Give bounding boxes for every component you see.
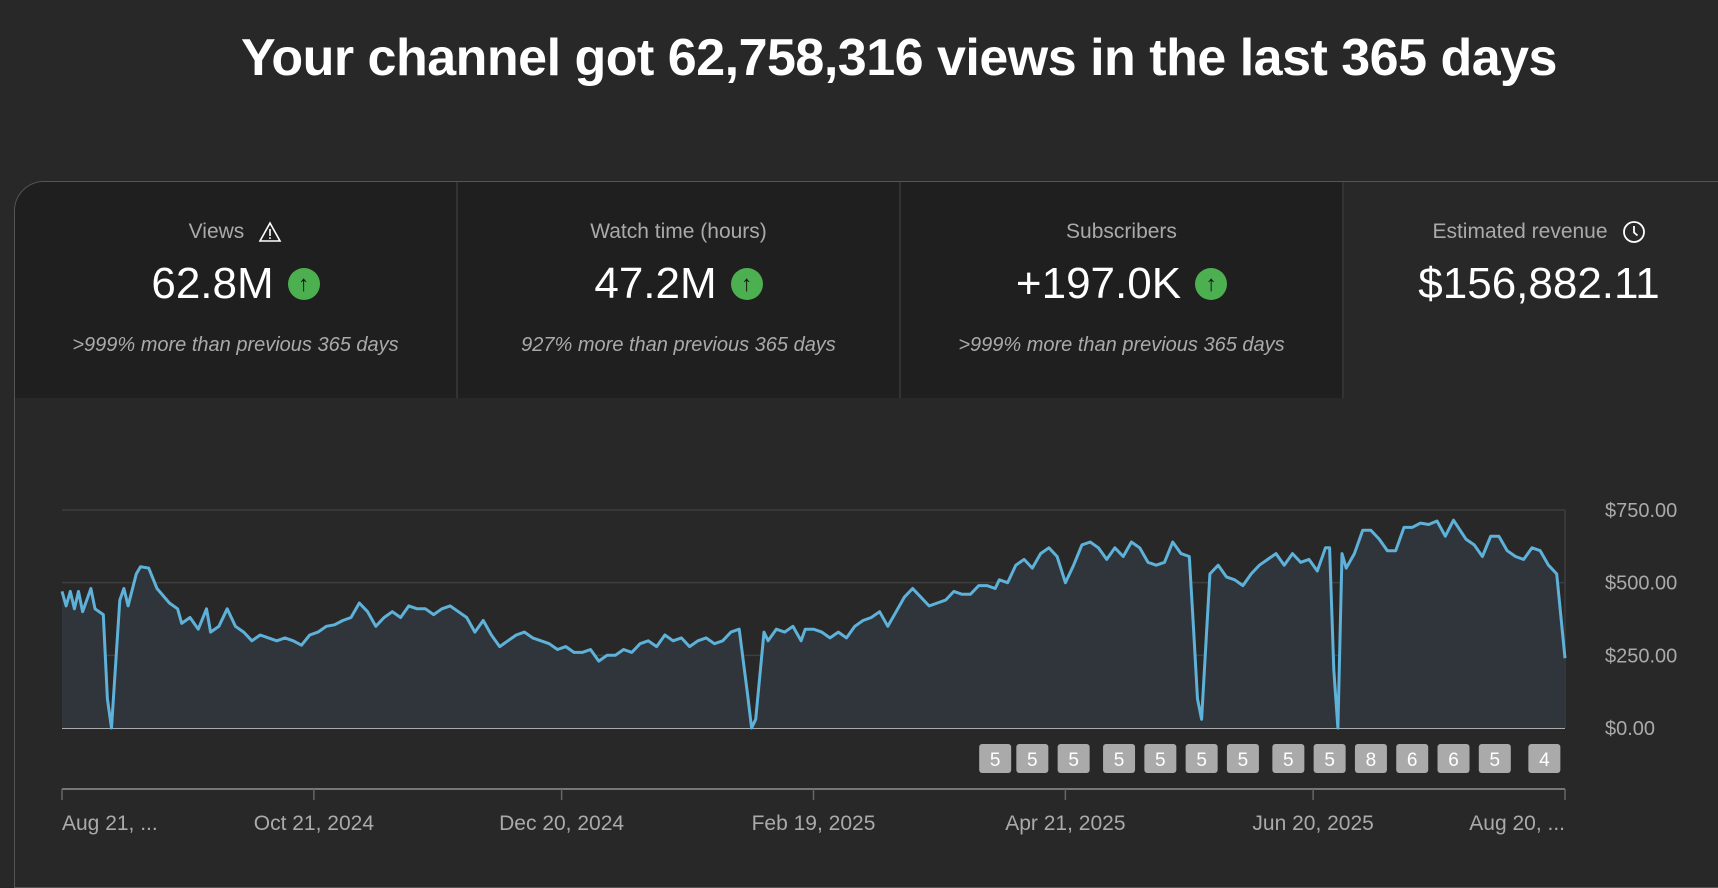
video-marker-badge [1528, 744, 1561, 773]
divider [456, 182, 458, 398]
video-marker-badge [1437, 744, 1470, 773]
video-marker-badge [979, 744, 1012, 773]
arrow-up-icon: ↑ [287, 268, 320, 300]
video-marker-count: 5 [1068, 750, 1079, 771]
metric-label: Views [188, 220, 245, 243]
metric-comparison: 927% more than previous 365 days [521, 334, 836, 356]
x-tick-label: Aug 21, ... [62, 812, 158, 835]
video-marker-count: 4 [1539, 750, 1550, 771]
video-marker-count: 5 [1196, 750, 1207, 771]
revenue-line [60, 518, 1567, 730]
arrow-up-icon: ↑ [1195, 268, 1228, 300]
video-marker-badge [1313, 744, 1346, 773]
video-marker-count: 5 [1324, 750, 1335, 771]
x-tick-label: Dec 20, 2024 [499, 812, 624, 835]
divider [899, 182, 901, 398]
revenue-chart: $0.00 $250.00 $500.00 $750.00 5 5 5 5 5 5 5 5 5 8 6 6 5… [60, 500, 1677, 835]
metric-comparison: >999% more than previous 365 days [958, 334, 1285, 356]
x-tick-label: Aug 20, ... [1469, 812, 1565, 835]
y-tick-label: $0.00 [1605, 718, 1655, 740]
video-marker-badge [1478, 744, 1511, 773]
x-tick-label: Feb 19, 2025 [752, 812, 876, 835]
video-marker-badge [1057, 744, 1090, 773]
y-tick-label: $500.00 [1605, 573, 1677, 595]
video-marker-count: 5 [1155, 750, 1166, 771]
x-tick-label: Oct 21, 2024 [254, 812, 375, 835]
video-marker-badge [1185, 744, 1218, 773]
video-marker-count: 6 [1407, 750, 1418, 771]
metric-value: +197.0K [1015, 259, 1182, 308]
video-marker-badge [1016, 744, 1049, 773]
metric-label: Subscribers [1066, 220, 1177, 243]
metric-tab-subscribers[interactable]: Subscribers +197.0K ↑ >999% more than pre… [901, 182, 1342, 398]
x-tick-label: Apr 21, 2025 [1005, 812, 1125, 835]
video-marker-count: 6 [1448, 750, 1459, 771]
metric-tab-watch-time[interactable]: Watch time (hours) 47.2M ↑ 927% more than… [458, 182, 899, 398]
video-marker-count: 5 [1114, 750, 1125, 771]
y-tick-label: $750.00 [1605, 500, 1677, 522]
metric-value: 62.8M [151, 259, 274, 308]
video-marker-badge [1103, 744, 1136, 773]
video-marker-badge [1144, 744, 1177, 773]
metric-label: Estimated revenue [1432, 220, 1608, 243]
video-marker-badge [1226, 744, 1259, 773]
divider [1342, 182, 1344, 398]
metric-label: Watch time (hours) [590, 220, 767, 243]
metric-tab-revenue[interactable]: Estimated revenue $156,882.11 [1344, 182, 1718, 398]
video-marker-count: 8 [1366, 750, 1377, 771]
page-title: Your channel got 62,758,316 views in the… [241, 29, 1557, 87]
metric-comparison: >999% more than previous 365 days [72, 334, 399, 356]
video-marker-badge [1396, 744, 1429, 773]
clock-icon[interactable] [1622, 220, 1646, 244]
video-marker-badge [1354, 744, 1387, 773]
warning-icon[interactable] [258, 221, 282, 243]
metric-tab-views[interactable]: Views 62.8M ↑ >999% more than previous 36… [15, 182, 456, 398]
video-marker-count: 5 [1283, 750, 1294, 771]
arrow-up-icon: ↑ [730, 268, 763, 300]
video-marker-badge [1272, 744, 1305, 773]
video-marker-count: 5 [1027, 750, 1038, 771]
x-tick-label: Jun 20, 2025 [1252, 812, 1373, 835]
video-marker-count: 5 [1490, 750, 1501, 771]
video-marker-count: 5 [990, 750, 1001, 771]
y-tick-label: $250.00 [1605, 645, 1677, 667]
metric-value: 47.2M [594, 259, 717, 308]
video-marker-count: 5 [1238, 750, 1249, 771]
metric-value: $156,882.11 [1418, 259, 1660, 308]
